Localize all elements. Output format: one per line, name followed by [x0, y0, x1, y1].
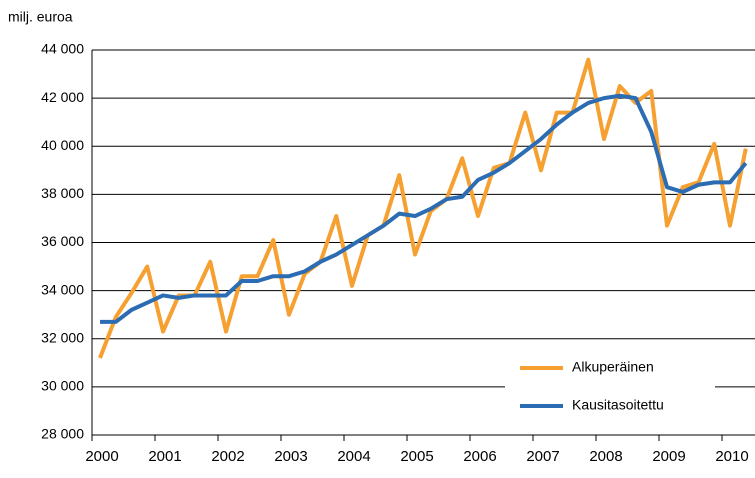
y-tick-label: 44 000 — [41, 41, 84, 57]
series-line — [100, 93, 748, 324]
y-tick-label: 34 000 — [41, 281, 84, 297]
x-tick-label: 2006 — [463, 448, 496, 465]
x-tick-label: 2010 — [715, 448, 748, 465]
legend-label: Alkuperäinen — [572, 359, 654, 375]
y-tick-label: 28 000 — [41, 426, 84, 442]
series-line — [98, 57, 748, 359]
x-tick-label: 2007 — [526, 448, 559, 465]
legend-label: Kausitasoitettu — [572, 397, 664, 413]
y-tick-label: 36 000 — [41, 233, 84, 249]
legend-box — [505, 350, 715, 422]
x-tick-label: 2000 — [85, 448, 118, 465]
y-axis-label: milj. euroa — [8, 9, 73, 25]
y-tick-label: 38 000 — [41, 185, 84, 201]
y-tick-label: 32 000 — [41, 329, 84, 345]
x-tick-label: 2008 — [589, 448, 622, 465]
y-tick-label: 40 000 — [41, 137, 84, 153]
y-tick-label: 30 000 — [41, 378, 84, 394]
x-tick-label: 2009 — [652, 448, 685, 465]
y-tick-label: 42 000 — [41, 89, 84, 105]
x-tick-label: 2001 — [148, 448, 181, 465]
x-tick-label: 2002 — [211, 448, 244, 465]
x-tick-label: 2005 — [400, 448, 433, 465]
x-tick-label: 2003 — [274, 448, 307, 465]
x-tick-label: 2004 — [337, 448, 370, 465]
